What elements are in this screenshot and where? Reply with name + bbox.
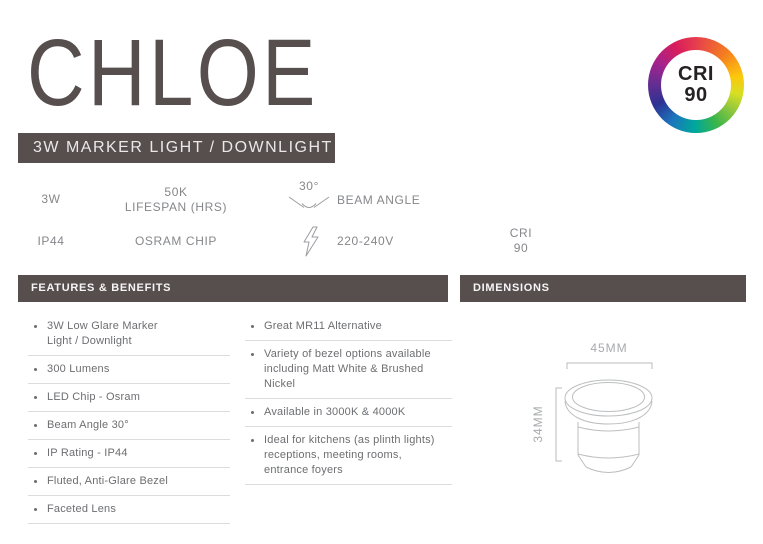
feature-text: Faceted Lens (47, 503, 117, 515)
bullet-icon (34, 508, 37, 511)
list-item: Beam Angle 30° (28, 412, 230, 440)
feature-text: 3W Low Glare Marker Light / Downlight (47, 320, 158, 347)
bullet-icon (34, 452, 37, 455)
spec-voltage: 220-240V (337, 234, 394, 248)
list-item: Fluted, Anti-Glare Bezel (28, 468, 230, 496)
spec-lifespan: 50K LIFESPAN (HRS) (124, 185, 228, 214)
bullet-icon (34, 368, 37, 371)
list-item: 300 Lumens (28, 356, 230, 384)
lightning-bolt-icon (303, 226, 319, 257)
height-dimension-bracket (555, 387, 562, 462)
features-section-header: FEATURES & BENEFITS (18, 275, 448, 302)
list-item: LED Chip - Osram (28, 384, 230, 412)
feature-text: Variety of bezel options available inclu… (264, 348, 431, 390)
spec-ip-rating: IP44 (37, 234, 65, 248)
bullet-icon (251, 439, 254, 442)
feature-text: Ideal for kitchens (as plinth lights) re… (264, 434, 435, 476)
bullet-icon (251, 325, 254, 328)
product-subtitle-banner: 3W MARKER LIGHT / DOWNLIGHT (18, 133, 335, 163)
list-item: IP Rating - IP44 (28, 440, 230, 468)
bullet-icon (251, 411, 254, 414)
bullet-icon (34, 480, 37, 483)
height-dimension-label: 34MM (531, 405, 545, 442)
cri-90-badge: CRI 90 (648, 37, 744, 133)
spec-chip: OSRAM CHIP (134, 234, 218, 248)
cri-badge-center: CRI 90 (661, 50, 731, 120)
list-item: Available in 3000K & 4000K (245, 399, 452, 427)
feature-text: LED Chip - Osram (47, 391, 141, 403)
dimensions-drawing: 45MM 34MM (531, 341, 653, 473)
feature-text: 300 Lumens (47, 363, 110, 375)
width-dimension-label: 45MM (590, 341, 627, 355)
downlight-outline-drawing (564, 379, 653, 473)
bullet-icon (34, 424, 37, 427)
page-title: CHLOE (27, 20, 319, 126)
feature-text: Beam Angle 30° (47, 419, 129, 431)
spec-wattage: 3W (41, 192, 61, 206)
bullet-icon (251, 353, 254, 356)
feature-text: IP Rating - IP44 (47, 447, 128, 459)
list-item: Faceted Lens (28, 496, 230, 524)
features-list-left: 3W Low Glare Marker Light / Downlight 30… (28, 313, 230, 524)
feature-text: Available in 3000K & 4000K (264, 406, 406, 418)
spec-cri: CRI 90 (509, 226, 533, 255)
spec-beam-angle-label: BEAM ANGLE (337, 193, 421, 207)
feature-text: Great MR11 Alternative (264, 320, 382, 332)
list-item: 3W Low Glare Marker Light / Downlight (28, 313, 230, 356)
list-item: Ideal for kitchens (as plinth lights) re… (245, 427, 452, 485)
bullet-icon (34, 325, 37, 328)
cri-badge-label: CRI 90 (678, 63, 714, 106)
feature-text: Fluted, Anti-Glare Bezel (47, 475, 168, 487)
list-item: Great MR11 Alternative (245, 313, 452, 341)
beam-angle-icon (288, 196, 330, 208)
dimensions-section-header: DIMENSIONS (460, 275, 746, 302)
bullet-icon (34, 396, 37, 399)
spec-beam-angle-value: 30° (299, 179, 319, 193)
width-dimension-bracket (566, 362, 653, 369)
features-list-right: Great MR11 Alternative Variety of bezel … (245, 313, 452, 485)
list-item: Variety of bezel options available inclu… (245, 341, 452, 399)
